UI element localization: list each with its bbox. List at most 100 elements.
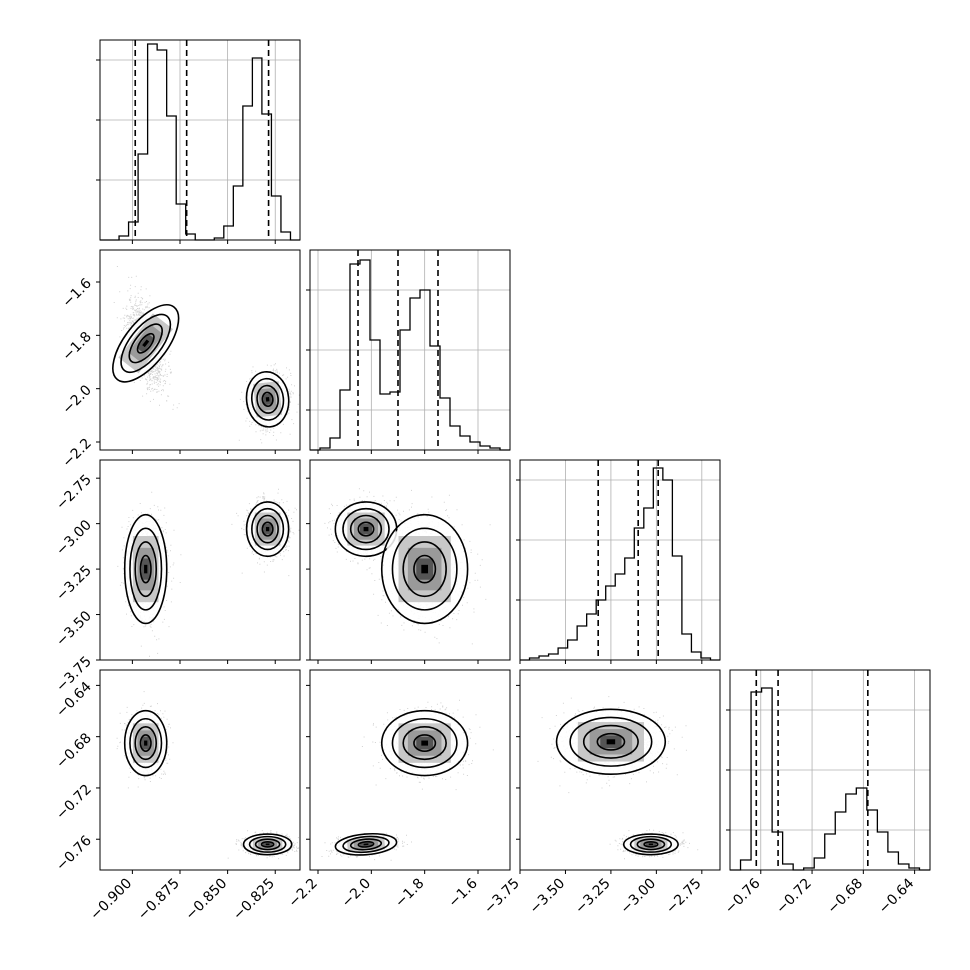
x-tick-label: −0.68	[825, 876, 867, 918]
x-tick-label: −2.2	[285, 876, 320, 911]
contour-level	[256, 514, 279, 544]
histogram-1	[310, 259, 510, 451]
y-tick-label: −2.0	[59, 382, 94, 417]
density-cell	[142, 339, 150, 348]
x-tick-label: −0.72	[773, 876, 815, 918]
contour-level	[123, 709, 168, 777]
density-cell	[363, 526, 369, 532]
y-tick-label: −1.8	[59, 329, 94, 364]
contour-level	[120, 313, 172, 373]
density-cell	[421, 740, 429, 746]
contour-level	[357, 840, 375, 848]
histogram-0	[100, 43, 300, 241]
hist-panel-3	[726, 669, 931, 874]
x-tick-label: −1.8	[392, 876, 427, 911]
contour-level	[139, 734, 152, 752]
contour-level	[643, 840, 659, 848]
y-tick-label: −3.25	[53, 563, 95, 605]
density-cell	[606, 739, 616, 745]
panel-frame	[99, 249, 301, 451]
contour-level	[569, 716, 653, 767]
x-tick-label: −0.76	[722, 875, 764, 917]
panel-frame	[309, 459, 511, 661]
x-tick-label: −3.75	[481, 876, 523, 918]
contour-level	[334, 832, 398, 856]
contour-level	[129, 527, 163, 611]
contour-level	[349, 838, 383, 851]
y-tick-label: −0.72	[53, 781, 95, 823]
pair-panel-0-1	[96, 249, 301, 454]
contour-level	[136, 332, 155, 354]
hist-panel-1	[306, 249, 511, 454]
contour-level	[129, 717, 163, 769]
density-cell	[265, 397, 270, 402]
x-tick-label: −0.875	[135, 876, 183, 924]
contour-level	[128, 323, 163, 364]
contour-level	[250, 377, 285, 421]
pair-panel-2-3	[516, 669, 721, 874]
contour-level	[622, 833, 679, 856]
density-cell	[363, 843, 369, 846]
panel-content	[117, 488, 300, 657]
x-tick-label: −3.25	[572, 876, 614, 918]
contour-level	[254, 838, 281, 851]
contour-level	[391, 717, 458, 769]
panel-frame	[309, 669, 511, 871]
panel-content	[112, 266, 300, 444]
density-cell	[421, 564, 429, 574]
pair-panel-1-3	[306, 669, 511, 874]
y-tick-label: −1.6	[59, 275, 94, 310]
contour-level	[402, 726, 447, 761]
contour-level	[261, 391, 274, 408]
contour-level	[636, 838, 666, 851]
contour-level	[139, 554, 152, 584]
contour-level	[251, 507, 285, 551]
contour-level	[256, 384, 279, 414]
x-tick-label: −3.50	[527, 876, 569, 918]
x-tick-label: −3.00	[618, 876, 660, 918]
y-tick-label: −0.76	[53, 833, 95, 875]
x-tick-label: −1.6	[445, 875, 480, 910]
contour-level	[123, 513, 168, 625]
contour-level	[413, 734, 437, 752]
x-tick-label: −0.850	[182, 876, 230, 924]
x-tick-label: −2.75	[663, 876, 705, 918]
contour-level	[261, 521, 274, 537]
contour-level	[402, 541, 447, 598]
contour-level	[391, 527, 458, 611]
contour-level	[349, 514, 383, 544]
contour-level	[245, 370, 290, 428]
contour-level	[245, 501, 290, 558]
y-tick-label: −3.50	[53, 608, 95, 650]
panel-content	[537, 696, 699, 860]
pair-panel-0-2	[96, 459, 301, 664]
x-tick-label: −0.825	[230, 876, 278, 924]
x-tick-label: −0.900	[87, 876, 135, 924]
density-cell	[144, 564, 148, 574]
contour-level	[380, 513, 469, 625]
contour-level	[242, 833, 293, 856]
histogram-3	[730, 687, 930, 871]
y-tick-label: −3.00	[53, 517, 95, 559]
panel-frame	[99, 669, 301, 871]
density-cell	[265, 843, 270, 846]
hist-panel-2	[516, 459, 721, 664]
panel-frame	[519, 459, 721, 661]
panel-frame	[519, 669, 721, 871]
contour-level	[582, 724, 639, 759]
y-tick-label: −2.2	[59, 436, 94, 471]
contour-level	[248, 835, 287, 853]
y-tick-label: −0.68	[53, 730, 95, 772]
contour-level	[342, 835, 390, 854]
pair-panel-1-2	[306, 459, 511, 664]
density-cell	[648, 843, 654, 846]
panel-content	[321, 699, 494, 861]
density-cell	[144, 740, 148, 746]
contour-level	[134, 541, 158, 598]
contour-level	[380, 709, 469, 777]
contour-level	[260, 840, 275, 848]
y-tick-label: −2.75	[53, 472, 95, 514]
contour-level	[342, 507, 390, 551]
x-tick-label: −2.0	[339, 876, 374, 911]
